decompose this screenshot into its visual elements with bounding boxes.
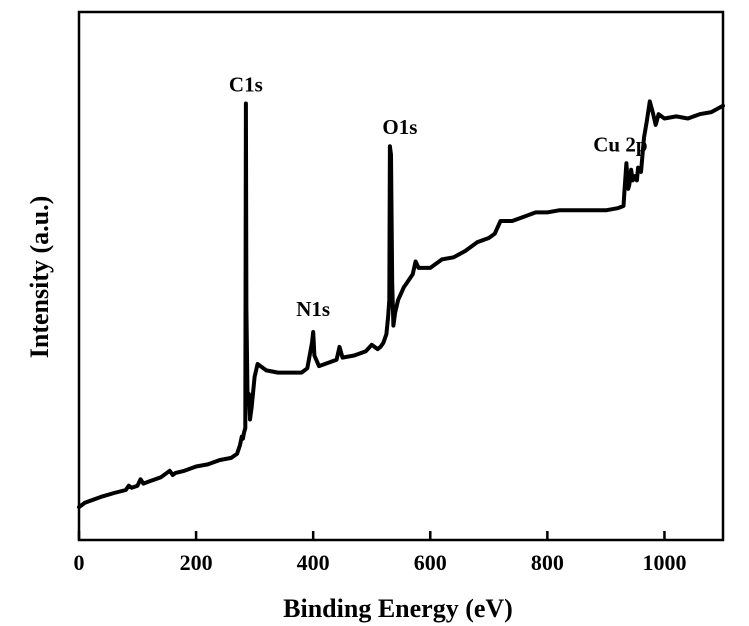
x-tick-label-400: 400 [297,550,330,575]
x-tick-label-600: 600 [414,550,447,575]
peak-label-cu-2p: Cu 2p [593,132,647,156]
x-axis-title: Binding Energy (eV) [283,594,513,623]
y-axis-title: Intensity (a.u.) [25,196,54,359]
x-tick-label-1000: 1000 [642,550,686,575]
spectrum-line [77,99,725,510]
peak-label-n1s: N1s [296,297,330,321]
x-tick-label-0: 0 [74,550,85,575]
peak-labels: C1s N1s O1s Cu 2p [229,73,648,321]
x-axis-ticks [77,531,666,540]
peak-label-o1s: O1s [382,115,417,139]
peak-label-c1s: C1s [229,73,263,97]
x-axis-tick-labels: 0 200 400 600 800 1000 [74,550,687,575]
plot-area: 0 200 400 600 800 1000 C1s N1s O1s Cu 2p [74,10,725,575]
x-tick-label-800: 800 [531,550,564,575]
x-tick-label-200: 200 [180,550,213,575]
plot-frame [77,10,725,542]
